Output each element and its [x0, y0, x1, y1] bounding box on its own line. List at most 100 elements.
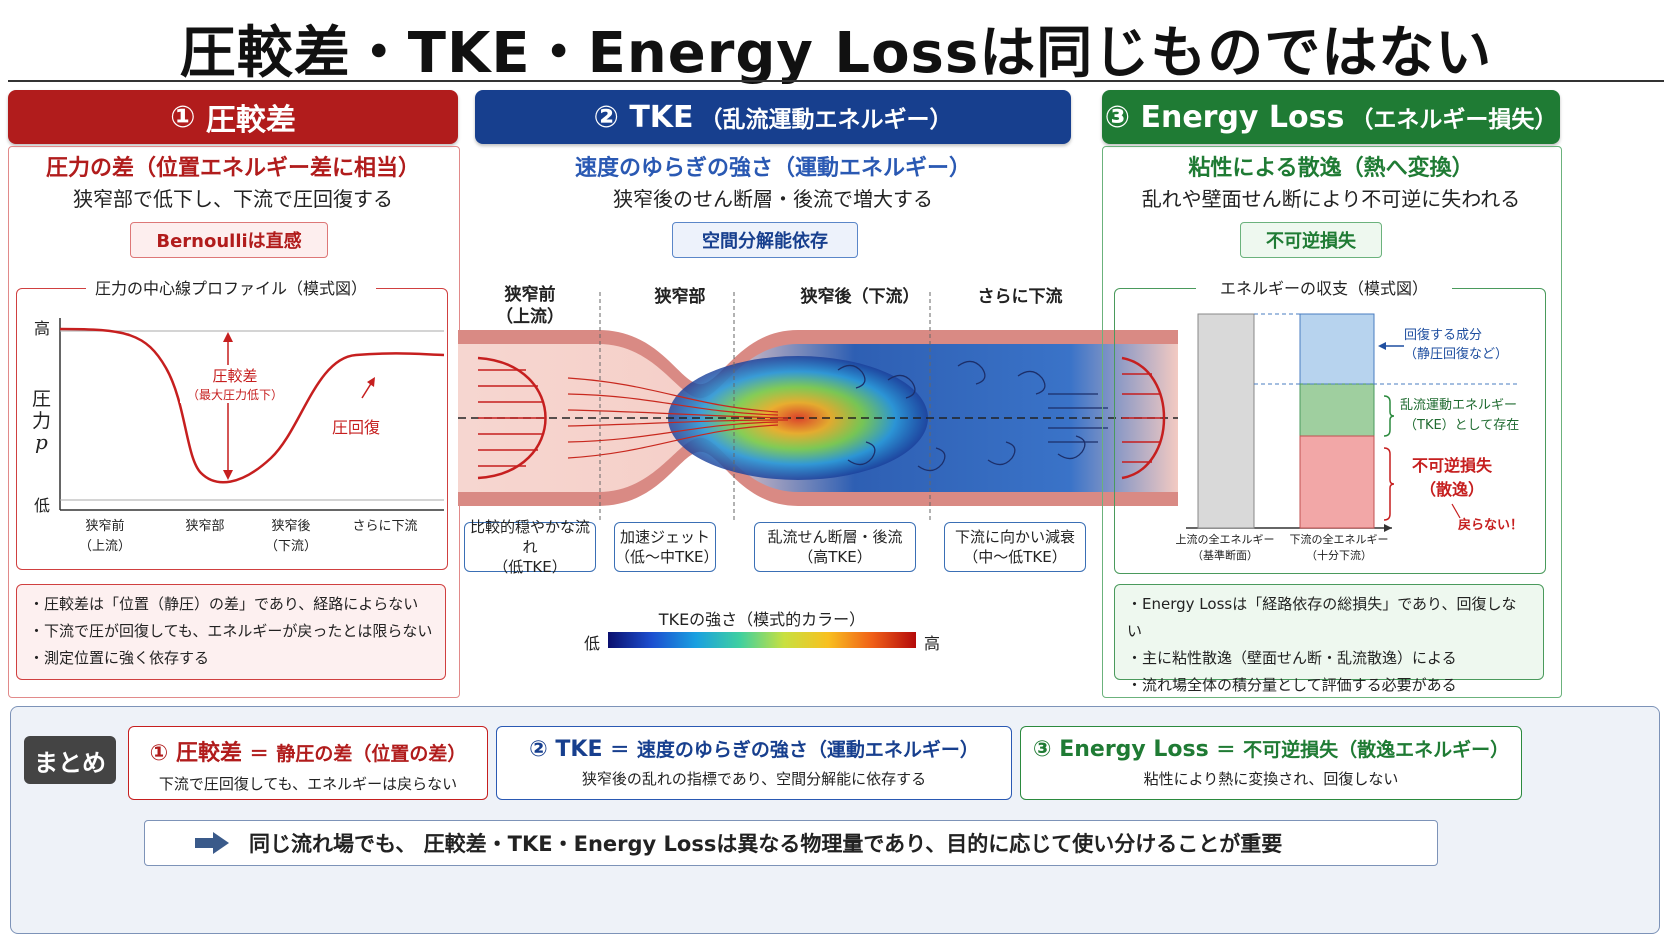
flow-label-stenosis: 加速ジェット （低〜中TKE）	[614, 522, 718, 572]
col3-header-small: （エネルギー損失）	[1350, 107, 1558, 133]
conclusion-box: 同じ流れ場でも、 圧較差・TKE・Energy Lossは異なる物理量であり、目…	[144, 820, 1438, 866]
tke-colorbar	[608, 632, 916, 648]
tke-component	[1299, 383, 1375, 437]
segment-label: 狭窄前 （上流）	[496, 285, 564, 327]
pressure-drop-sublabel: （最大圧力低下）	[180, 386, 290, 403]
energy-ann-tke: 乱流運動エネルギー （TKE）として存在	[1400, 398, 1520, 433]
title-divider	[8, 80, 1664, 82]
upstream-bar-label: 上流の全エネルギー （基準断面）	[1175, 533, 1275, 562]
flow-label-upstream: 比較的穏やかな流れ （低TKE）	[464, 518, 596, 576]
recover-pointer-head	[1378, 342, 1386, 350]
pressure-recovery-label: 圧回復	[332, 418, 381, 437]
col3-header-num: ③	[1104, 99, 1131, 135]
col1-bullet: 圧較差は「位置（静圧）の差」であり、経路によらない	[29, 591, 433, 618]
jet-streamlines	[567, 377, 789, 459]
flow-label-post-stenosis: 乱流せん断層・後流 （高TKE）	[754, 522, 916, 572]
col1-badge: Bernoulliは直感	[130, 222, 328, 258]
energy-plot-title: エネルギーの収支（模式図）	[1196, 275, 1452, 299]
pressure-x-label: 狭窄部	[185, 519, 225, 534]
col2-header: ② TKE （乱流運動エネルギー）	[475, 90, 1071, 144]
summary-item-title: ② TKE ＝ 速度のゆらぎの強さ（運動エネルギー）	[529, 737, 979, 762]
col3-bullets: Energy Lossは「経路依存の総損失」であり、回復しない 主に粘性散逸（壁…	[1114, 584, 1544, 694]
downstream-bar-label: 下流の全エネルギー （十分下流）	[1289, 533, 1389, 562]
summary-item-title: ① 圧較差 ＝ 静圧の差（位置の差）	[149, 741, 467, 766]
irreversible-loss-component	[1299, 435, 1375, 529]
pressure-x-label: 狭窄前 （上流）	[78, 519, 131, 554]
col2-header-num: ②	[593, 99, 619, 135]
col1-subhead: 圧力の差（位置エネルギー差に相当）	[45, 156, 420, 181]
summary-item-energy-loss: ③ Energy Loss ＝ 不可逆損失（散逸エネルギー） 粘性により熱に変換…	[1020, 726, 1522, 800]
downstream-velocity-profile	[1121, 356, 1166, 480]
noreturn-tick	[1451, 503, 1461, 519]
energy-ann-loss: 不可逆損失 （散逸）	[1411, 456, 1492, 499]
pressure-y-high: 高	[34, 319, 51, 338]
col2-header-small: （乱流運動エネルギー）	[699, 107, 953, 133]
energy-ann-noreturn: 戻らない！	[1458, 518, 1524, 533]
energy-baseline-arrowhead	[1384, 524, 1392, 532]
summary-label: まとめ	[24, 736, 116, 784]
col1-bullet: 下流で圧が回復しても、エネルギーが戻ったとは限らない	[29, 618, 433, 645]
summary-item-title: ③ Energy Loss ＝ 不可逆損失（散逸エネルギー）	[1032, 737, 1510, 762]
col3-header-label: Energy Loss	[1140, 99, 1345, 135]
upstream-energy-bar	[1197, 313, 1255, 529]
segment-label: さらに下流	[977, 287, 1063, 307]
downstream-velocity-arrows	[1122, 373, 1162, 463]
pressure-x-label: さらに下流	[352, 519, 418, 534]
col3-header: ③ Energy Loss （エネルギー損失）	[1102, 90, 1560, 144]
col2-badge: 空間分解能依存	[672, 222, 858, 258]
col3-subhead: 粘性による散逸（熱へ変換）	[1188, 156, 1474, 181]
pressure-y-label-1: 圧	[32, 388, 52, 410]
col3-bullet: Energy Lossは「経路依存の総損失」であり、回復しない	[1127, 591, 1531, 645]
segment-label: 狭窄部	[654, 287, 706, 307]
pressure-y-label-2: 力	[32, 410, 52, 432]
col2-subtext: 狭窄後のせん断層・後流で増大する	[613, 187, 933, 211]
colorbar-low-label: 低	[584, 634, 601, 653]
col1-bullet: 測定位置に強く依存する	[29, 645, 433, 672]
col1-header: ① 圧較差	[8, 90, 458, 144]
summary-item-sub: 下流で圧回復しても、エネルギーは戻らない	[158, 775, 458, 793]
flow-label-far-downstream: 下流に向かい減衰 （中〜低TKE）	[944, 522, 1086, 572]
col3-bullet: 流れ場全体の積分量として評価する必要がある	[1127, 672, 1531, 699]
summary-item-pressure: ① 圧較差 ＝ 静圧の差（位置の差） 下流で圧回復しても、エネルギーは戻らない	[128, 726, 488, 800]
summary-item-sub: 狭窄後の乱れの指標であり、空間分解能に依存する	[581, 770, 927, 788]
col2-header-label: TKE	[629, 99, 694, 135]
pressure-curve	[59, 327, 445, 484]
colorbar-title: TKEの強さ（模式的カラー）	[658, 610, 866, 629]
energy-ann-recover: 回復する成分 （静圧回復など）	[1404, 328, 1509, 362]
energy-balance-diagram	[1186, 313, 1520, 532]
col3-subtext: 乱れや壁面せん断により不可逆に失われる	[1141, 187, 1521, 211]
pressure-drop-arrowhead-top	[223, 332, 233, 342]
pressure-y-label-3: p	[35, 430, 48, 454]
recovery-arrow	[361, 381, 373, 399]
pressure-x-labels: 狭窄前 （上流） 狭窄部 狭窄後 （下流） さらに下流	[60, 517, 446, 557]
recovery-arrowhead	[367, 377, 375, 387]
summary-item-sub: 粘性により熱に変換され、回復しない	[1143, 770, 1399, 788]
recovered-component	[1299, 313, 1375, 385]
col2-subhead: 速度のゆらぎの強さ（運動エネルギー）	[574, 156, 971, 181]
loss-brace	[1383, 447, 1395, 521]
tke-brace	[1383, 395, 1395, 437]
col1-subtext: 狭窄部で低下し、下流で圧回復する	[73, 187, 393, 211]
col1-bullets: 圧較差は「位置（静圧）の差」であり、経路によらない 下流で圧が回復しても、エネル…	[16, 584, 446, 680]
segment-labels: 狭窄前 （上流） 狭窄部 狭窄後（下流） さらに下流	[460, 284, 1100, 332]
col3-badge: 不可逆損失	[1240, 222, 1382, 258]
segment-label: 狭窄後（下流）	[800, 287, 920, 307]
pressure-plot	[59, 318, 445, 511]
summary-item-tke: ② TKE ＝ 速度のゆらぎの強さ（運動エネルギー） 狭窄後の乱れの指標であり、…	[496, 726, 1012, 800]
pressure-drop-arrowhead-bottom	[223, 470, 233, 480]
col1-header-num: ①	[170, 99, 196, 135]
vessel-diagram	[458, 292, 1178, 520]
pressure-y-low: 低	[34, 496, 51, 515]
pressure-drop-label: 圧較差	[180, 365, 290, 386]
upstream-velocity-arrows	[478, 369, 546, 467]
downstream-flow-arrows	[1048, 393, 1108, 443]
downstream-vortices	[837, 360, 1086, 472]
conclusion-text: 同じ流れ場でも、 圧較差・TKE・Energy Lossは異なる物理量であり、目…	[249, 832, 1283, 856]
pressure-x-label: 狭窄後 （下流）	[264, 519, 317, 554]
colorbar-high-label: 高	[924, 634, 941, 653]
col1-header-label: 圧較差	[205, 103, 296, 138]
arrow-right-icon	[195, 832, 229, 854]
pressure-plot-title: 圧力の中心線プロファイル（模式図）	[86, 275, 376, 299]
page-title: 圧較差・TKE・Energy Lossは同じものではない	[179, 21, 1493, 86]
col3-bullet: 主に粘性散逸（壁面せん断・乱流散逸）による	[1127, 645, 1531, 672]
